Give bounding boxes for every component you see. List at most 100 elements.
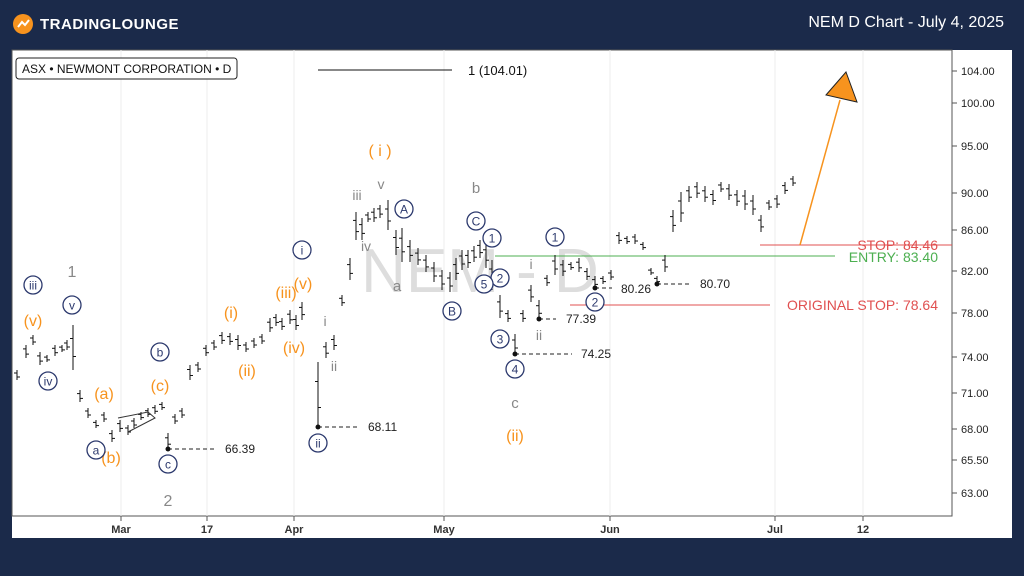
chart-background	[12, 50, 1012, 538]
gray-label-iv: iv	[361, 238, 371, 254]
marker-label-77-39: 77.39	[566, 312, 596, 326]
marker-dot-80-70	[654, 281, 660, 287]
gray-label-1: 1	[68, 264, 77, 281]
ohlc-bar	[211, 340, 217, 350]
orange-label-ii-mar: (ii)	[238, 363, 256, 380]
circled-label-text: c	[165, 458, 171, 472]
y-tick-label: 68.00	[961, 424, 989, 436]
ohlc-bar	[365, 212, 371, 222]
marker-dot-74-25	[512, 351, 518, 357]
tradinglounge-logo: TRADINGLOUNGE	[12, 12, 179, 36]
gray-label-i-may: i	[529, 256, 532, 272]
circled-label-ring	[545, 227, 565, 247]
ohlc-bars	[14, 176, 796, 449]
ohlc-bar	[726, 184, 732, 200]
gray-label-a: a	[393, 278, 402, 295]
ohlc-bar	[59, 345, 65, 352]
marker-dot-77-39	[536, 316, 542, 322]
ohlc-bar	[109, 430, 115, 442]
ohlc-bar	[584, 268, 590, 280]
x-tick-label: Jun	[600, 524, 620, 536]
ohlc-bar	[694, 182, 700, 198]
orange-wave-labels: (v) (a) (b) (c) (i) (ii) (iii) (iv) (v) …	[24, 143, 524, 467]
y-tick-label: 86.00	[961, 225, 989, 237]
circled-label-text: iv	[44, 375, 53, 389]
circled-label-ring	[466, 211, 486, 231]
header-bar: TRADINGLOUNGE NEM D Chart - July 4, 2025	[0, 0, 1024, 48]
circled-label-ring	[442, 301, 462, 321]
circled-label-ring	[394, 199, 414, 219]
ohlc-bar	[774, 195, 780, 208]
circled-label-ring	[23, 275, 43, 295]
gray-label-iii: iii	[352, 187, 361, 203]
ohlc-bar	[235, 335, 241, 350]
gray-label-ii-may: ii	[536, 327, 542, 343]
y-tick-label: 78.00	[961, 308, 989, 320]
circled-label-ring	[38, 371, 58, 391]
ohlc-bar	[331, 335, 337, 350]
ohlc-bar	[536, 300, 542, 319]
ohlc-bar	[267, 318, 273, 332]
symbol-label-box	[15, 57, 238, 80]
ohlc-bar	[568, 262, 574, 270]
ohlc-bar	[172, 414, 178, 424]
ohlc-bar	[560, 260, 566, 276]
circled-label-text: b	[157, 346, 164, 360]
ohlc-bar	[131, 418, 137, 428]
ohlc-bar	[44, 355, 50, 362]
marker-label-68-11: 68.11	[368, 420, 397, 434]
ohlc-bar	[505, 310, 511, 322]
gray-label-v: v	[378, 176, 385, 192]
ohlc-bar	[477, 240, 483, 258]
ohlc-bar	[152, 405, 158, 414]
ohlc-bar	[385, 200, 391, 230]
y-tick-label: 63.00	[961, 488, 989, 500]
circled-label-text: a	[93, 444, 100, 458]
ohlc-bar	[30, 335, 36, 345]
ohlc-bar	[608, 270, 614, 280]
ohlc-bar	[766, 200, 772, 210]
ohlc-bar	[315, 362, 321, 427]
ohlc-bar	[399, 228, 405, 262]
ohlc-bar	[279, 318, 285, 330]
marker-label-80-70: 80.70	[700, 277, 730, 291]
ohlc-bar	[734, 190, 740, 206]
x-tick-label: Mar	[111, 524, 131, 536]
ohlc-bar	[459, 250, 465, 270]
x-tick-label: 12	[857, 524, 869, 536]
ohlc-bar	[347, 258, 353, 280]
projection-line	[799, 99, 841, 246]
marker-dot-80-26	[592, 285, 598, 291]
ohlc-bar	[77, 390, 83, 402]
circled-label-text: iii	[29, 279, 37, 293]
circled-label-ring	[505, 359, 525, 379]
gray-label-2: 2	[164, 493, 173, 510]
logo-text: TRADINGLOUNGE	[40, 15, 179, 33]
ohlc-bar	[782, 182, 788, 194]
y-tick-label: 82.00	[961, 266, 989, 278]
ohlc-bar	[453, 258, 459, 280]
circled-label-ring	[490, 329, 510, 349]
y-tick-label: 100.00	[961, 98, 995, 110]
x-tick-label: Jul	[767, 524, 783, 536]
ohlc-bar	[371, 208, 377, 222]
ohlc-bar	[439, 270, 445, 290]
ohlc-bar	[203, 345, 209, 356]
y-tick-label: 71.00	[961, 388, 989, 400]
marker-label-66-39: 66.39	[225, 442, 255, 456]
circled-label-ring	[150, 342, 170, 362]
ohlc-bar	[648, 268, 654, 275]
ohlc-bar	[14, 370, 20, 380]
ohlc-bar	[465, 250, 471, 268]
ohlc-bar	[423, 255, 429, 272]
triangle-pattern	[117, 411, 156, 433]
ohlc-bar	[678, 192, 684, 222]
ohlc-bar	[758, 215, 764, 232]
ohlc-bar	[64, 340, 70, 350]
ohlc-bar	[165, 433, 171, 449]
circled-label-text: B	[448, 305, 456, 319]
y-tick-label: 74.00	[961, 352, 989, 364]
ohlc-bar	[179, 408, 185, 418]
